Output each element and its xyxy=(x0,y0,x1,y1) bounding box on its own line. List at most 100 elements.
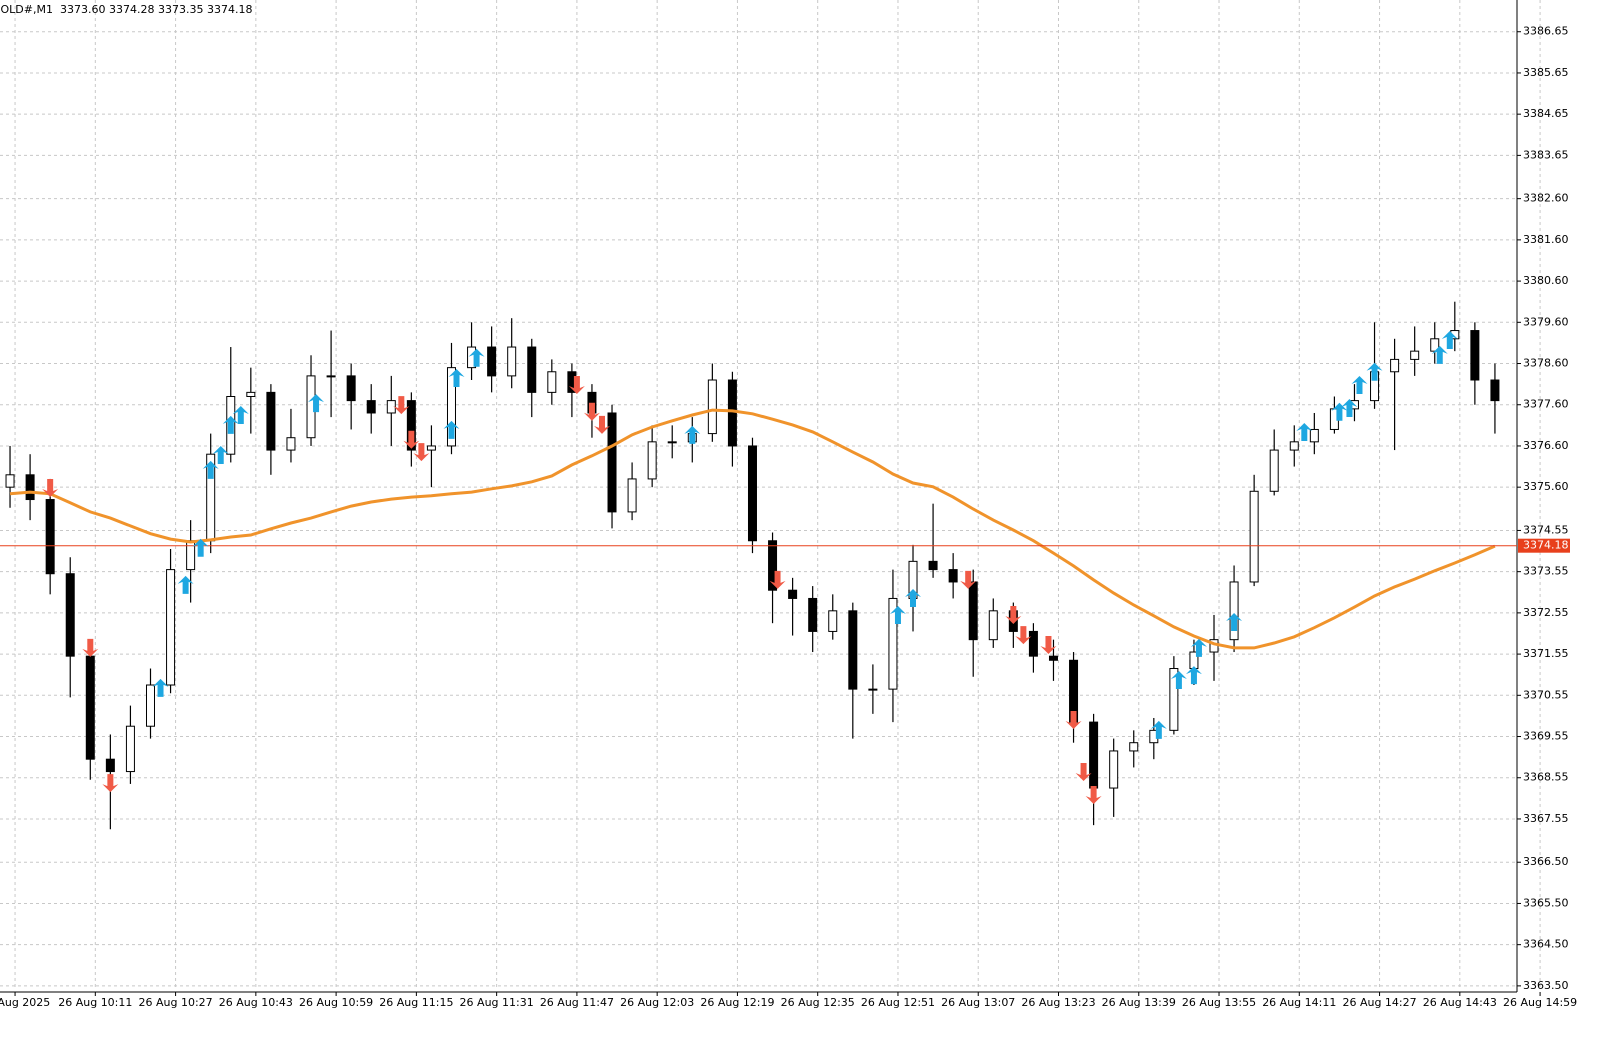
candle-body xyxy=(1109,750,1119,789)
buy-arrow xyxy=(202,460,219,479)
x-tick-label: 26 Aug 2025 xyxy=(0,996,50,1009)
candle-body xyxy=(848,610,858,690)
candle-body xyxy=(1048,655,1058,661)
buy-arrow xyxy=(1431,345,1448,364)
candle-body xyxy=(1169,668,1179,731)
y-tick-label: 3378.60 xyxy=(1523,357,1569,370)
y-tick-label: 3381.60 xyxy=(1523,233,1569,246)
y-tick-label: 3370.55 xyxy=(1523,688,1569,701)
candle-body xyxy=(5,474,15,488)
buy-arrow xyxy=(684,425,701,444)
candle-body xyxy=(1410,350,1420,360)
candle-body xyxy=(1309,428,1319,443)
x-tick-label: 26 Aug 13:55 xyxy=(1182,996,1256,1009)
buy-arrow xyxy=(443,420,460,439)
x-tick-label: 26 Aug 12:19 xyxy=(700,996,774,1009)
sell-arrow xyxy=(1040,636,1057,655)
candle-body xyxy=(25,474,35,501)
candle-body xyxy=(266,391,276,451)
candle-body xyxy=(326,375,336,378)
candle-body xyxy=(85,655,95,760)
chart-title: GOLD#,M1 xyxy=(0,3,53,16)
candle-body xyxy=(125,725,135,773)
buy-arrow xyxy=(1185,666,1202,685)
candle-body xyxy=(948,569,958,583)
x-tick-label: 26 Aug 10:59 xyxy=(299,996,373,1009)
candle-body xyxy=(346,375,356,402)
x-tick-label: 26 Aug 10:11 xyxy=(58,996,132,1009)
x-tick-label: 26 Aug 13:23 xyxy=(1021,996,1095,1009)
candle-body xyxy=(788,589,798,599)
buy-arrow xyxy=(468,348,485,367)
x-tick-label: 26 Aug 12:03 xyxy=(620,996,694,1009)
candle-body xyxy=(527,346,537,393)
buy-arrow xyxy=(1150,720,1167,739)
candle-body xyxy=(547,371,557,393)
candle-body xyxy=(747,445,757,542)
y-tick-label: 3365.50 xyxy=(1523,896,1569,909)
buy-arrow xyxy=(1441,331,1458,350)
sell-arrow xyxy=(593,415,610,434)
y-tick-label: 3384.65 xyxy=(1523,107,1569,120)
sell-arrow xyxy=(960,570,977,589)
candle-body xyxy=(1470,330,1480,381)
candle-body xyxy=(707,379,717,435)
y-tick-label: 3376.60 xyxy=(1523,439,1569,452)
candle-body xyxy=(246,391,256,397)
sell-arrow xyxy=(102,774,119,793)
buy-arrow xyxy=(905,589,922,608)
y-tick-label: 3380.60 xyxy=(1523,274,1569,287)
x-tick-label: 26 Aug 11:15 xyxy=(379,996,453,1009)
candle-body xyxy=(1269,449,1279,492)
buy-arrow xyxy=(1190,638,1207,657)
candle-body xyxy=(1390,358,1400,373)
x-tick-label: 26 Aug 13:07 xyxy=(941,996,1015,1009)
buy-arrow xyxy=(1226,612,1243,631)
candle-body xyxy=(1229,581,1239,641)
buy-arrow xyxy=(889,605,906,624)
candle-body xyxy=(366,400,376,414)
candle-body xyxy=(426,445,436,451)
buy-arrow xyxy=(1341,399,1358,418)
sell-arrow xyxy=(393,396,410,415)
y-tick-label: 3366.50 xyxy=(1523,855,1569,868)
buy-arrow xyxy=(308,394,325,413)
candle-body xyxy=(888,597,898,690)
candle-body xyxy=(1028,630,1038,657)
candle-body xyxy=(386,400,396,414)
y-tick-label: 3367.55 xyxy=(1523,812,1569,825)
y-tick-label: 3386.65 xyxy=(1523,25,1569,38)
candle-body xyxy=(145,684,155,727)
y-tick-label: 3372.55 xyxy=(1523,606,1569,619)
x-tick-label: 26 Aug 11:47 xyxy=(540,996,614,1009)
candle-body xyxy=(65,573,75,657)
candle-body xyxy=(828,610,838,632)
candle-body xyxy=(186,540,196,571)
sell-arrow xyxy=(1085,786,1102,805)
sell-arrow xyxy=(1075,762,1092,781)
y-tick-label: 3369.55 xyxy=(1523,730,1569,743)
buy-arrow xyxy=(1331,402,1348,421)
last-price-label: 3374.18 xyxy=(1523,539,1569,552)
ohlc-readout: 3373.60 3374.28 3373.35 3374.18 xyxy=(60,3,252,16)
x-tick-label: 26 Aug 11:31 xyxy=(460,996,534,1009)
buy-arrow xyxy=(192,538,209,557)
buy-arrow xyxy=(177,575,194,594)
buy-arrow xyxy=(152,678,169,697)
moving-average-line xyxy=(9,408,1496,650)
candle-body xyxy=(1129,742,1139,752)
x-tick-label: 26 Aug 12:51 xyxy=(861,996,935,1009)
candle-body xyxy=(667,441,677,444)
sell-arrow xyxy=(413,443,430,462)
candle-body xyxy=(406,400,416,451)
buy-arrow xyxy=(1366,362,1383,381)
y-tick-label: 3377.60 xyxy=(1523,398,1569,411)
candle-body xyxy=(166,569,176,686)
y-tick-label: 3375.60 xyxy=(1523,480,1569,493)
y-tick-label: 3373.55 xyxy=(1523,565,1569,578)
candle-body xyxy=(627,478,637,513)
x-tick-label: 26 Aug 14:59 xyxy=(1503,996,1577,1009)
sell-arrow xyxy=(403,430,420,449)
x-tick-label: 26 Aug 10:43 xyxy=(219,996,293,1009)
